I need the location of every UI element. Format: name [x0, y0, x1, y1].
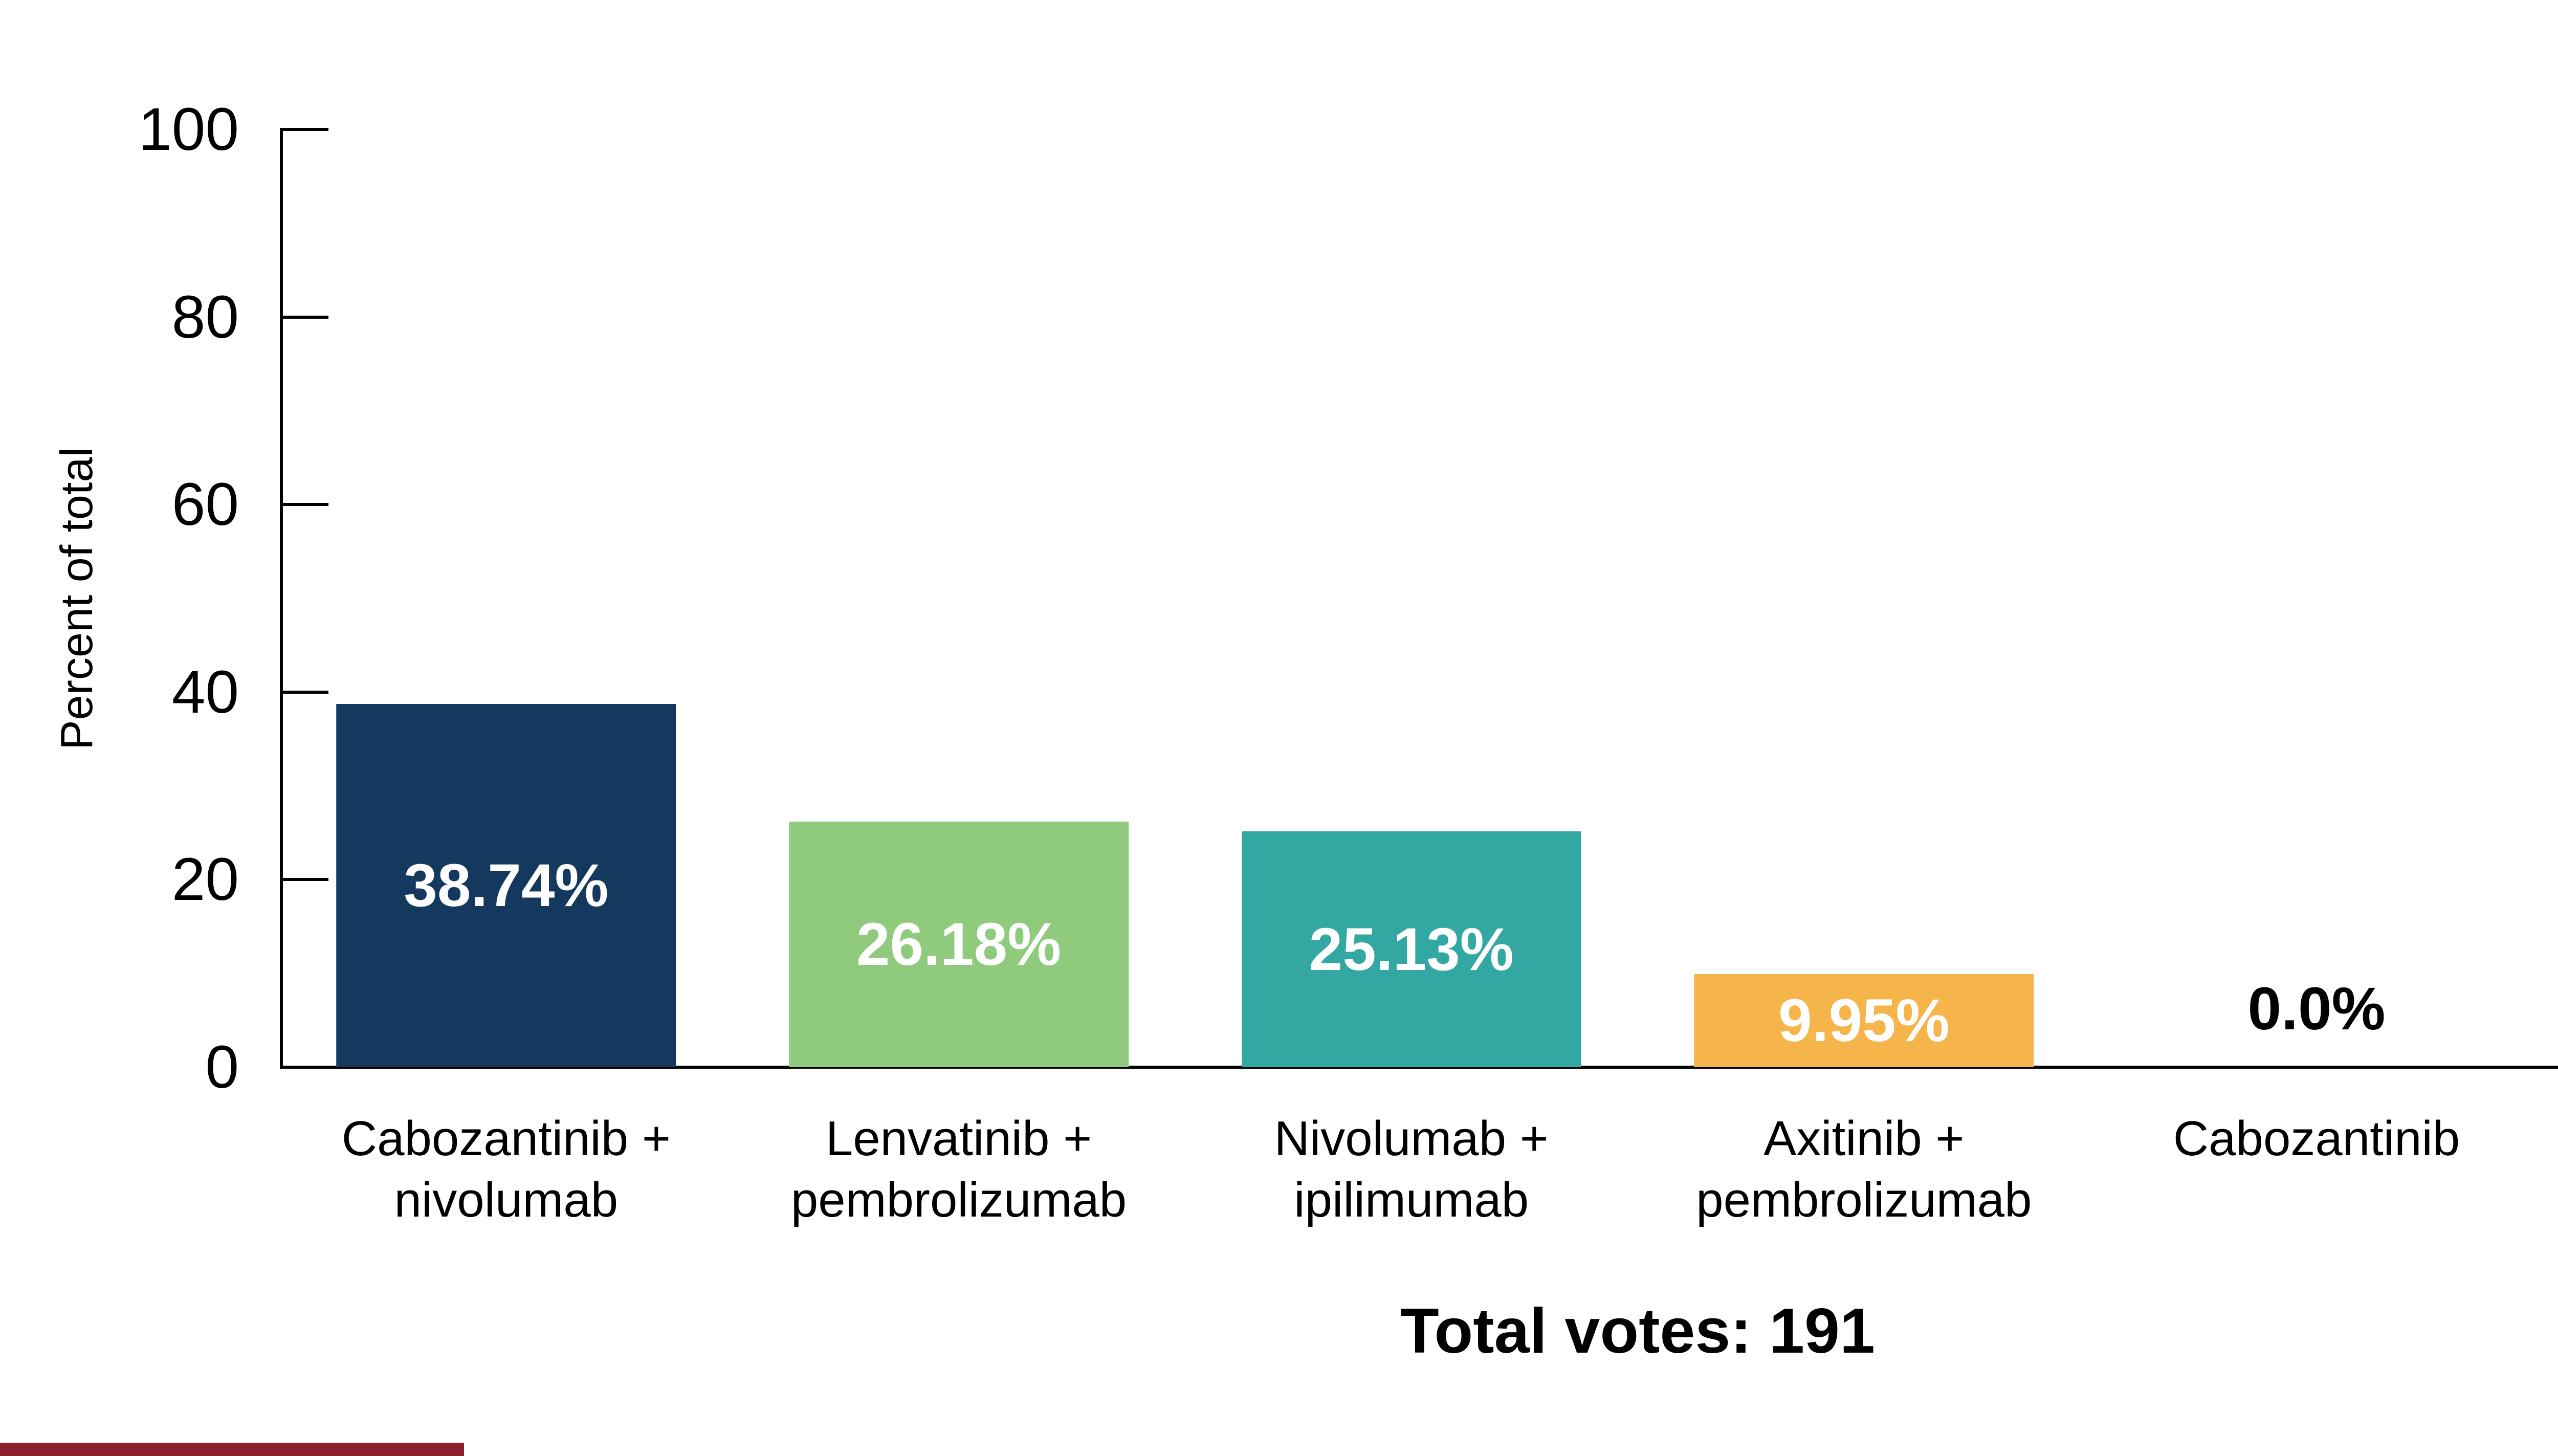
y-tick-mark	[280, 878, 328, 881]
y-axis	[280, 129, 283, 1067]
y-tick-label: 80	[171, 283, 239, 351]
category-label: Nivolumab + ipilimumab	[1274, 1111, 1549, 1227]
y-tick-label: 20	[171, 846, 239, 914]
y-tick-label: 0	[205, 1033, 239, 1101]
bar: 38.74%	[336, 703, 676, 1067]
y-ticks: 0 20 40 60 80 100	[138, 99, 2558, 1097]
y-tick-mark	[280, 503, 328, 506]
category-label: Cabozantinib + nivolumab	[341, 1111, 671, 1227]
y-tick-label: 60	[171, 471, 239, 539]
bar-value-label: 26.18%	[856, 911, 1062, 979]
bar-column: 9.95% Axitinib + pembrolizumab	[1638, 129, 2090, 1227]
y-tick-label: 100	[138, 96, 239, 163]
y-tick-mark	[280, 315, 328, 319]
bar: 26.18%	[789, 822, 1129, 1067]
y-tick-label: 40	[171, 658, 239, 726]
bar-value-label: 0.0%	[2247, 975, 2386, 1043]
bar-column: 26.18% Lenvatinib + pembrolizumab	[733, 129, 1185, 1227]
total-votes-label: Total votes: 191	[1400, 1296, 1875, 1366]
y-tick-mark	[280, 128, 328, 131]
bar: 9.95%	[1694, 974, 2034, 1067]
category-label: Cabozantinib	[2173, 1111, 2460, 1166]
bar-column: 25.13% Nivolumab + ipilimumab	[1185, 129, 1638, 1227]
bar-value-label: 9.95%	[1778, 986, 1950, 1054]
y-tick-mark	[280, 690, 328, 694]
bar-column: 38.74% Cabozantinib + nivolumab	[280, 129, 733, 1227]
plot-area: 0 20 40 60 80 100 38.74% Cabozantinib + nivolu…	[138, 99, 2558, 1227]
y-tick-mark	[280, 1066, 328, 1069]
category-label: Other	[2507, 1108, 2558, 1170]
y-axis-title: Percent of total	[51, 447, 102, 750]
footer-strip	[0, 1443, 464, 1456]
bars-container: 38.74% Cabozantinib + nivolumab 26.18% Lenv…	[280, 129, 2558, 1227]
bar-value-label: 25.13%	[1309, 915, 1514, 983]
bar-column: 0.0% Cabozantinib	[2090, 129, 2543, 1166]
category-label: Lenvatinib + pembrolizumab	[790, 1111, 1127, 1227]
x-axis	[280, 1066, 2558, 1069]
category-label: Axitinib + pembrolizumab	[1696, 1111, 2032, 1227]
bar-value-label: 38.74%	[404, 851, 609, 919]
bar: 25.13%	[1241, 831, 1581, 1067]
bar-value-label: 0.0%	[2543, 979, 2558, 1039]
bar-column: 0.0%Other	[2543, 129, 2558, 1067]
